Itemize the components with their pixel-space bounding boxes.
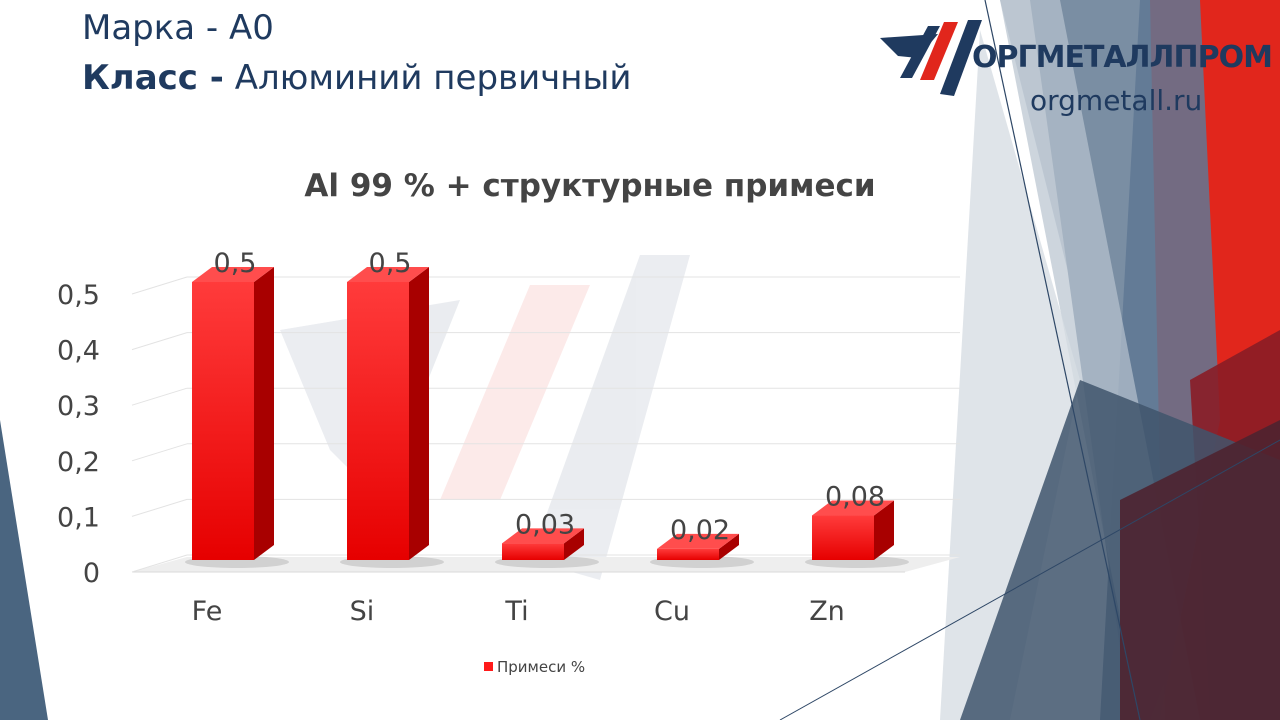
class-heading-label: Класс - [82,58,224,98]
gridline-depth [131,498,188,517]
class-heading: Класс - Алюминий первичный [82,58,631,98]
bar-side [564,528,584,560]
chart-legend: Примеси % [484,658,585,676]
bar-top [502,528,584,544]
x-tick-label: Si [350,596,375,627]
bar-top [812,500,894,516]
data-label: 0,5 [214,248,257,279]
grade-heading: Марка - А0 [82,8,274,48]
bar-side [719,533,739,560]
gridline-depth [131,554,188,573]
gridline-depth [131,387,188,406]
bar-top [347,267,429,282]
bar [812,515,874,560]
chart-title: Al 99 % + структурные примеси [304,168,876,204]
legend-swatch [484,662,493,671]
class-heading-value: Алюминий первичный [223,58,632,98]
y-tick-label: 0 [83,558,100,589]
gridline-depth [131,276,188,295]
y-tick-label: 0,5 [57,280,100,311]
bar [657,548,719,560]
brand-site-link[interactable]: orgmetall.ru [1030,84,1203,117]
y-tick-label: 0,1 [57,502,100,533]
data-label: 0,5 [369,248,412,279]
data-label: 0,02 [670,515,730,546]
x-tick-label: Ti [504,596,528,627]
x-tick-label: Fe [192,596,223,627]
bar [192,282,254,560]
bar-side [409,267,429,560]
bar-side [254,267,274,560]
x-tick-label: Cu [654,596,690,627]
brand-name: ОРГМЕТАЛЛПРОМ [972,40,1273,75]
bar-top [657,533,739,549]
bar [502,543,564,560]
legend-label: Примеси % [497,658,586,676]
data-label: 0,08 [825,482,885,513]
bar [347,282,409,560]
chart-floor [132,557,960,572]
y-tick-label: 0,2 [57,447,100,478]
bar-top [192,267,274,282]
gridline-depth [131,443,188,462]
x-tick-label: Zn [809,596,845,627]
y-tick-label: 0,4 [57,336,100,367]
gridline-depth [131,332,188,351]
bar-side [874,500,894,560]
y-tick-label: 0,3 [57,391,100,422]
orgmetallprom-logo-icon [880,20,982,96]
data-label: 0,03 [515,509,575,540]
